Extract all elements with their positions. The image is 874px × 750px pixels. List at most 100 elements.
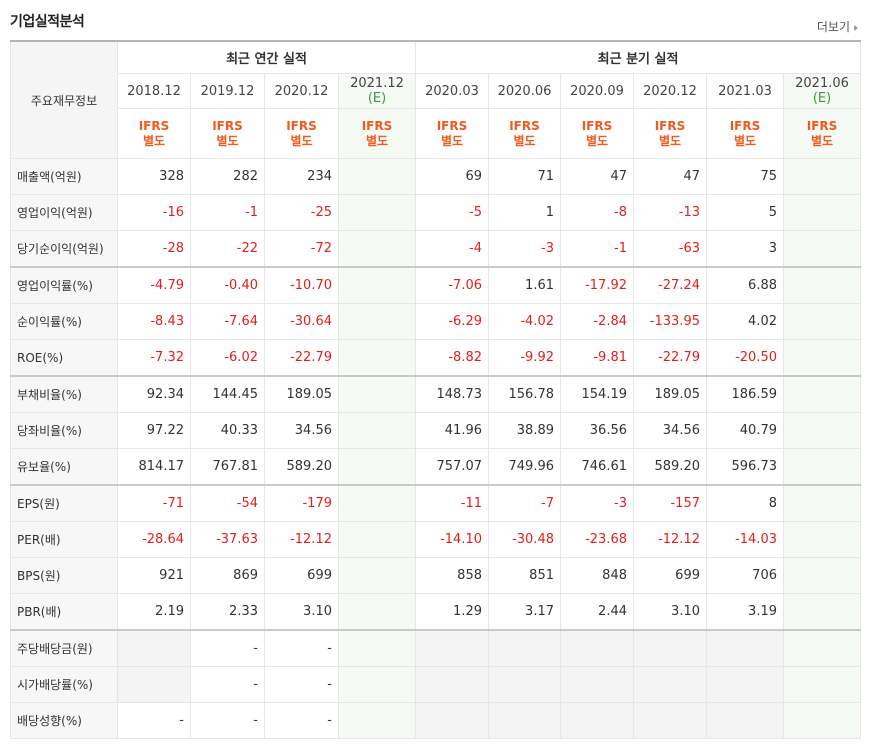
value-cell: -7.64 [190,303,265,340]
value-cell: -0.40 [190,266,265,304]
value-cell: -22.79 [633,339,707,377]
value-cell: -1 [190,194,265,231]
value-cell: 848 [560,557,634,594]
value-cell: 148.73 [415,375,489,413]
row-label: PER(배) [10,521,118,558]
column-date: 2020.12 [633,73,707,109]
column-basis: IFRS 별도 [415,108,489,159]
column-date: 2018.12 [117,73,191,109]
empty-cell [782,521,862,558]
more-link[interactable]: 더보기 [817,18,858,35]
value-cell: 757.07 [415,448,489,486]
date-text: 2020.12 [274,83,329,99]
data-row: 당기순이익(억원) -28 -22 -72 -4 -3 -1 -63 3 [10,230,862,268]
empty-cell [782,484,862,522]
value-cell: - [117,702,191,739]
value-cell: - [264,666,339,703]
column-date: 2020.12 [264,73,339,109]
value-cell: 144.45 [190,375,265,413]
value-cell: 234 [264,158,339,195]
column-basis: IFRS 별도 [190,108,265,159]
value-cell: 706 [706,557,784,594]
basis-text: IFRS [286,118,317,133]
column-basis: IFRS 별도 [264,108,339,159]
value-cell: 154.19 [560,375,634,413]
value-cell: 1.29 [415,593,489,631]
value-cell: -8.43 [117,303,191,340]
standard-text: 별도 [142,133,166,148]
value-cell: 699 [633,557,707,594]
empty-cell [117,629,191,667]
value-cell: 4.02 [706,303,784,340]
value-cell: 186.59 [706,375,784,413]
empty-cell [415,629,489,667]
row-label: 당좌비율(%) [10,412,118,449]
data-row: PBR(배) 2.19 2.33 3.10 1.29 3.17 2.44 3.10 3.19 [10,593,862,631]
standard-text: 별도 [585,133,609,148]
column-basis: IFRS 별도 [488,108,561,159]
empty-cell [488,702,561,739]
row-label: EPS(원) [10,484,118,522]
value-cell: -7.06 [415,266,489,304]
value-cell: 34.56 [264,412,339,449]
value-cell: -6.29 [415,303,489,340]
value-cell: -54 [190,484,265,522]
date-text: 2021.12 [350,76,404,91]
empty-cell [415,666,489,703]
group-header: 최근 연간 실적 [117,40,416,74]
value-cell: - [190,629,265,667]
value-cell: -27.24 [633,266,707,304]
basis-text: IFRS [581,118,613,133]
empty-cell [338,266,416,304]
date-text: 2020.03 [425,83,479,99]
value-cell: 75 [706,158,784,195]
row-label: 유보율(%) [10,448,118,486]
column-basis: IFRS 별도 [782,108,862,159]
value-cell: -5 [415,194,489,231]
value-cell: -20.50 [706,339,784,377]
value-cell: 69 [415,158,489,195]
row-label: 매출액(억원) [10,158,118,195]
value-cell: -8.82 [415,339,489,377]
data-row: 순이익률(%) -8.43 -7.64 -30.64 -6.29 -4.02 -2.84 -1… [10,303,862,340]
empty-cell [706,702,784,739]
empty-cell [338,230,416,268]
value-cell: 869 [190,557,265,594]
section-title: 기업실적분석 [10,14,85,30]
data-row: 배당성향(%) - - - [10,702,862,739]
value-cell: 6.88 [706,266,784,304]
data-row: BPS(원) 921 869 699 858 851 848 699 706 [10,557,862,594]
value-cell: -14.10 [415,521,489,558]
estimate-note: (E) [812,91,832,106]
empty-cell [782,593,862,631]
empty-cell [338,194,416,231]
date-row: 2018.12 2019.12 2020.12 2021.12 (E) 2020.03 20… [11,73,862,109]
empty-cell [338,448,416,486]
empty-cell [706,629,784,667]
value-cell: -4.02 [488,303,561,340]
standard-text: 별도 [440,133,464,148]
value-cell: 92.34 [117,375,191,413]
empty-cell [782,702,862,739]
standard-text: 별도 [365,133,389,148]
empty-cell [338,593,416,631]
column-date: 2019.12 [190,73,265,109]
empty-cell [782,412,862,449]
value-cell: -30.64 [264,303,339,340]
value-cell: -133.95 [633,303,707,340]
empty-cell [782,666,862,703]
empty-cell [782,303,862,340]
empty-cell [338,702,416,739]
row-label: 배당성향(%) [10,702,118,739]
basis-text: IFRS [729,118,761,133]
empty-cell [338,557,416,594]
empty-cell [560,629,634,667]
value-cell: -72 [264,230,339,268]
value-cell: -7 [488,484,561,522]
value-cell: -16 [117,194,191,231]
value-cell: 921 [117,557,191,594]
data-row: 시가배당률(%) - - [10,666,862,703]
empty-cell [338,629,416,667]
empty-cell [782,158,862,195]
basis-text: IFRS [138,118,170,133]
